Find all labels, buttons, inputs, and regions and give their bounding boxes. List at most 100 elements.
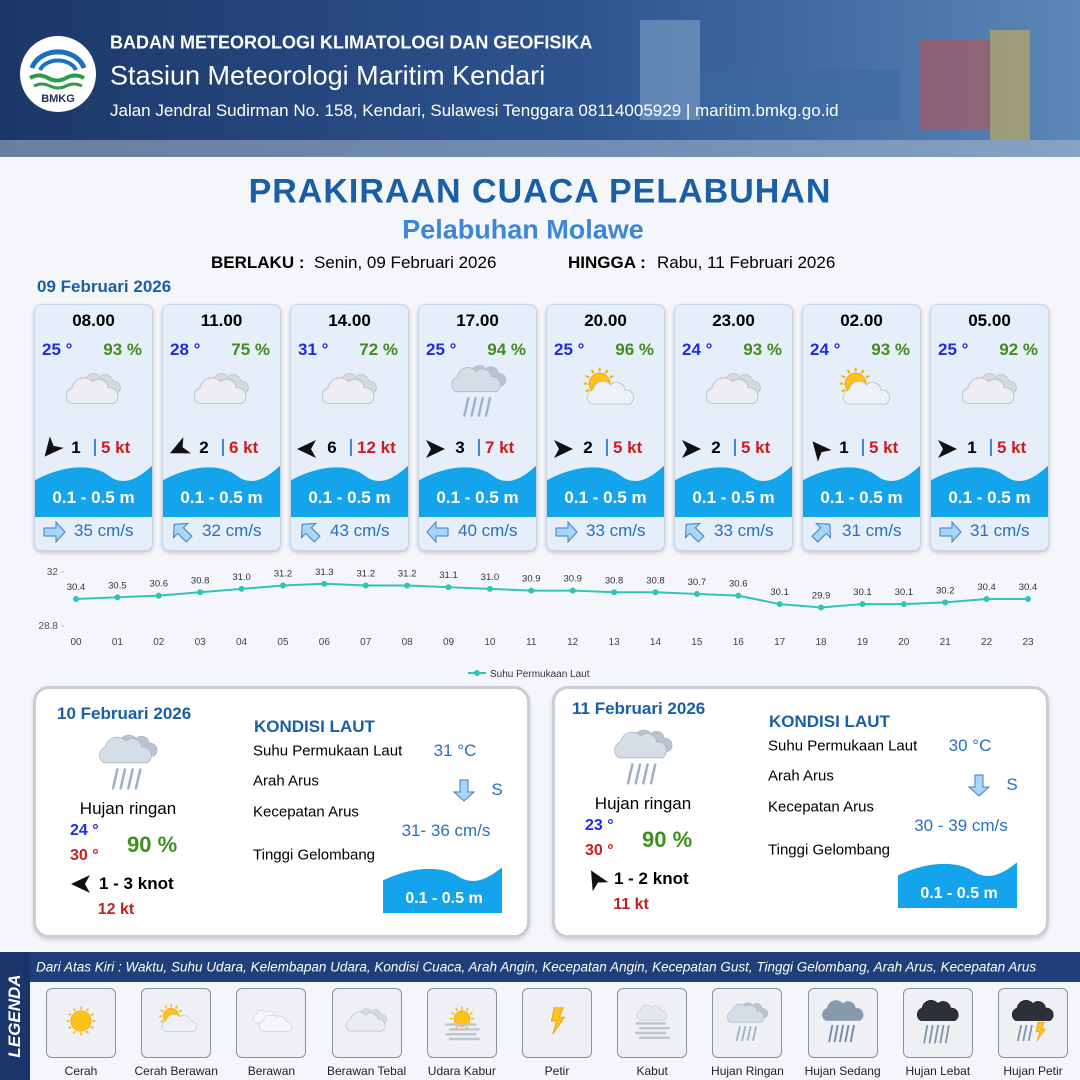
wind-arrow bbox=[682, 440, 701, 458]
legend-item-label: Hujan Ringan bbox=[711, 1064, 784, 1078]
card-temp: 28 ° bbox=[170, 340, 201, 359]
x-tick-label: 07 bbox=[360, 637, 372, 648]
current-arrow bbox=[452, 779, 476, 802]
day-date: 11 Februari 2026 bbox=[572, 699, 706, 718]
card-time: 05.00 bbox=[968, 311, 1011, 330]
separator bbox=[478, 439, 480, 456]
point bbox=[652, 589, 659, 596]
card-humidity: 92 % bbox=[999, 340, 1038, 359]
card-temp: 25 ° bbox=[42, 340, 73, 359]
day-temp-min: 23 ° bbox=[585, 817, 614, 834]
point bbox=[1025, 596, 1031, 602]
legend-box bbox=[902, 988, 973, 1058]
wave-band bbox=[931, 465, 1048, 517]
wind-arrow bbox=[554, 440, 573, 458]
y-tick-label: 32 bbox=[47, 567, 59, 578]
fog-line bbox=[635, 1031, 667, 1035]
cloud-shape bbox=[345, 1011, 385, 1032]
gust-speed: 5 kt bbox=[101, 438, 131, 457]
data-label: 31.0 bbox=[232, 572, 251, 583]
main-title: PRAKIRAAN CUACA PELABUHAN bbox=[248, 172, 832, 211]
point bbox=[114, 594, 121, 601]
current-speed: 31 cm/s bbox=[970, 521, 1030, 540]
fog-line bbox=[448, 1037, 480, 1041]
cloud bbox=[99, 736, 152, 764]
data-label: 30.1 bbox=[770, 587, 789, 598]
kondisi-wave-height: 0.1 - 0.5 m bbox=[405, 890, 483, 907]
x-tick-label: 06 bbox=[319, 637, 331, 648]
logo-text: BMKG bbox=[41, 93, 75, 105]
validity-from-label: BERLAKU : bbox=[211, 253, 305, 272]
cloud bbox=[321, 377, 375, 404]
wave-band bbox=[803, 465, 920, 517]
cloud-shape bbox=[614, 731, 667, 759]
banner-shape bbox=[700, 70, 900, 120]
x-tick-label: 21 bbox=[940, 637, 952, 648]
kondisi-sst: 31 °C bbox=[433, 741, 477, 760]
point bbox=[611, 589, 618, 596]
cloud-shape bbox=[587, 381, 634, 405]
day-wind: 1 - 3 knot bbox=[99, 874, 174, 893]
wave-band bbox=[35, 465, 152, 517]
wave-band bbox=[547, 465, 664, 517]
rain-drop bbox=[923, 1024, 928, 1044]
card-time: 08.00 bbox=[72, 311, 115, 330]
rain-drop bbox=[626, 763, 634, 785]
wind-arrow-icon bbox=[44, 436, 64, 457]
cloud bbox=[821, 1000, 864, 1021]
point bbox=[900, 601, 907, 608]
day-gust: 11 kt bbox=[613, 896, 649, 913]
wave-band bbox=[931, 465, 1048, 517]
weather-icon bbox=[961, 373, 1017, 404]
sun-ray bbox=[160, 1020, 164, 1023]
cloud-shape bbox=[451, 367, 501, 393]
day-condition: Hujan ringan bbox=[594, 794, 692, 813]
card-humidity: 93 % bbox=[871, 340, 910, 359]
x-tick-label: 01 bbox=[112, 637, 124, 648]
gust-speed: 12 kt bbox=[357, 438, 396, 457]
rain-drop bbox=[838, 1024, 844, 1043]
data-label: 31.2 bbox=[274, 569, 293, 580]
point bbox=[404, 582, 411, 589]
legend-item-label: Hujan Sedang bbox=[804, 1064, 881, 1078]
sun-ray bbox=[865, 374, 870, 379]
wind-speed: 2 bbox=[583, 438, 593, 457]
wind-speed: 3 bbox=[455, 438, 465, 457]
legend-item-label: Hujan Lebat bbox=[905, 1064, 971, 1078]
rain-drop bbox=[928, 1024, 934, 1044]
kondisi-current-dir: S bbox=[1006, 775, 1018, 794]
cloud-shape bbox=[727, 1003, 765, 1023]
cloud bbox=[705, 377, 759, 404]
cloud-shape bbox=[99, 736, 152, 764]
cloud bbox=[587, 381, 634, 405]
lightning bbox=[550, 1007, 566, 1035]
banner-shape bbox=[640, 20, 700, 120]
kondisi-current-arrow bbox=[452, 779, 476, 802]
cloud bbox=[162, 1014, 198, 1032]
data-label: 30.4 bbox=[67, 582, 86, 593]
cloud-shape bbox=[821, 1000, 864, 1021]
point bbox=[693, 590, 700, 597]
gust-speed: 5 kt bbox=[869, 438, 899, 457]
line bbox=[75, 582, 1028, 609]
sst-chart: 28.8 32 00 01 02 03 04 05 06 07 08 09 10 11 12 13 14 15 16… bbox=[39, 567, 1038, 680]
separator bbox=[862, 439, 864, 456]
wave-band bbox=[163, 465, 280, 517]
sun-ray bbox=[175, 1005, 179, 1009]
kondisi-wave-height: 0.1 - 0.5 m bbox=[920, 885, 998, 902]
current-arrow bbox=[43, 520, 66, 544]
point bbox=[73, 596, 79, 602]
data-label: 30.6 bbox=[729, 579, 748, 590]
data-label: 30.9 bbox=[563, 574, 582, 585]
day-temp-min: 24 ° bbox=[70, 822, 99, 839]
sun-ray bbox=[469, 1011, 473, 1015]
kondisi-label: Kecepatan Arus bbox=[768, 798, 874, 816]
banner-shape bbox=[0, 140, 1080, 157]
cloud-shape bbox=[259, 1014, 293, 1032]
card-time: 23.00 bbox=[712, 311, 755, 330]
cloud bbox=[345, 1011, 385, 1032]
cloud-shape bbox=[193, 377, 247, 404]
gust-speed: 6 kt bbox=[229, 438, 259, 457]
wind-speed: 6 bbox=[327, 438, 337, 457]
